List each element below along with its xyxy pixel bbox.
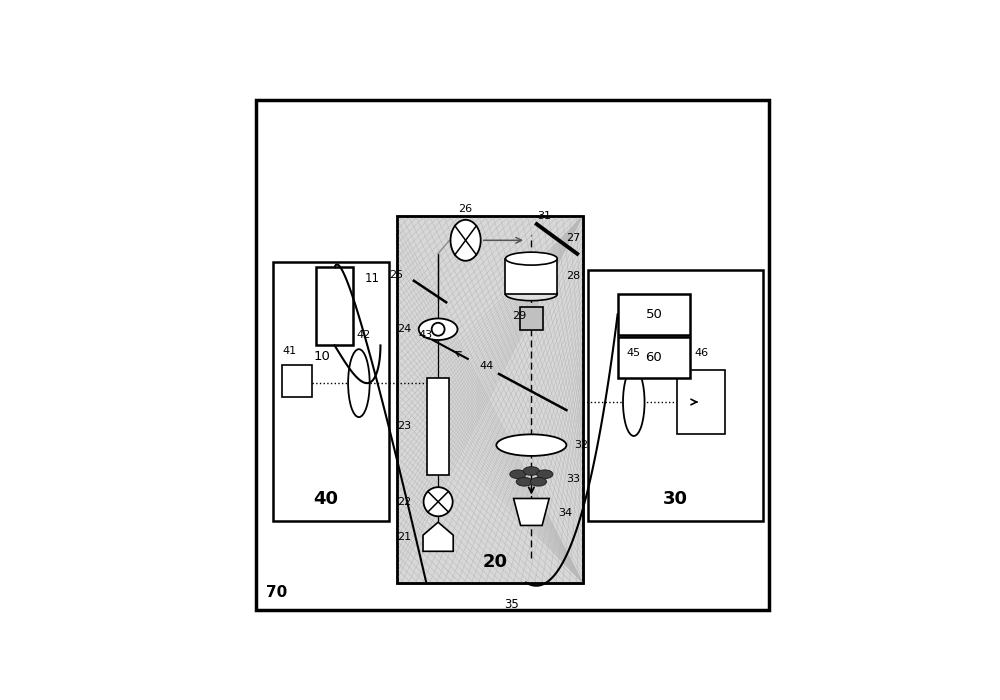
- Text: 46: 46: [694, 349, 708, 358]
- Text: 34: 34: [558, 508, 572, 517]
- Ellipse shape: [451, 220, 481, 261]
- Text: 23: 23: [397, 421, 411, 431]
- Text: 40: 40: [313, 490, 338, 508]
- Ellipse shape: [623, 368, 645, 436]
- Bar: [618, 337, 690, 378]
- Text: 27: 27: [566, 232, 581, 243]
- Text: 11: 11: [364, 272, 379, 284]
- Ellipse shape: [419, 318, 458, 340]
- Text: 35: 35: [504, 598, 519, 610]
- Bar: [316, 267, 353, 345]
- Text: 25: 25: [389, 270, 403, 280]
- Ellipse shape: [505, 288, 557, 301]
- Ellipse shape: [424, 487, 453, 517]
- Text: 24: 24: [397, 324, 411, 334]
- Bar: [520, 307, 543, 330]
- Text: 21: 21: [397, 532, 411, 542]
- Bar: [273, 262, 389, 521]
- Text: 50: 50: [646, 308, 662, 321]
- Text: 32: 32: [574, 440, 589, 450]
- Bar: [397, 216, 583, 582]
- Polygon shape: [514, 498, 549, 526]
- Text: 10: 10: [313, 350, 330, 363]
- Text: 26: 26: [459, 204, 473, 214]
- Ellipse shape: [537, 470, 553, 479]
- Text: 42: 42: [356, 330, 370, 340]
- Ellipse shape: [510, 470, 526, 479]
- Text: 60: 60: [646, 351, 662, 364]
- Ellipse shape: [348, 349, 370, 417]
- Text: 45: 45: [627, 349, 641, 358]
- Ellipse shape: [432, 323, 445, 336]
- Text: 31: 31: [537, 211, 551, 221]
- Text: 33: 33: [566, 473, 580, 484]
- Ellipse shape: [516, 477, 532, 486]
- Bar: [282, 365, 312, 397]
- Ellipse shape: [530, 477, 546, 486]
- Ellipse shape: [505, 252, 557, 265]
- Text: 43: 43: [419, 330, 433, 340]
- Bar: [618, 294, 690, 335]
- Bar: [677, 370, 725, 434]
- Bar: [505, 258, 557, 294]
- Text: 44: 44: [479, 361, 494, 371]
- Bar: [427, 378, 449, 475]
- Text: 28: 28: [566, 272, 581, 281]
- Bar: [397, 216, 583, 582]
- Text: 22: 22: [397, 497, 411, 507]
- Text: 70: 70: [266, 585, 287, 601]
- Text: 20: 20: [482, 553, 507, 571]
- Text: 29: 29: [512, 311, 526, 321]
- Ellipse shape: [523, 467, 539, 475]
- Text: 30: 30: [663, 490, 688, 508]
- Text: 41: 41: [282, 346, 296, 356]
- Polygon shape: [423, 522, 453, 552]
- Bar: [588, 270, 763, 521]
- Ellipse shape: [496, 434, 566, 456]
